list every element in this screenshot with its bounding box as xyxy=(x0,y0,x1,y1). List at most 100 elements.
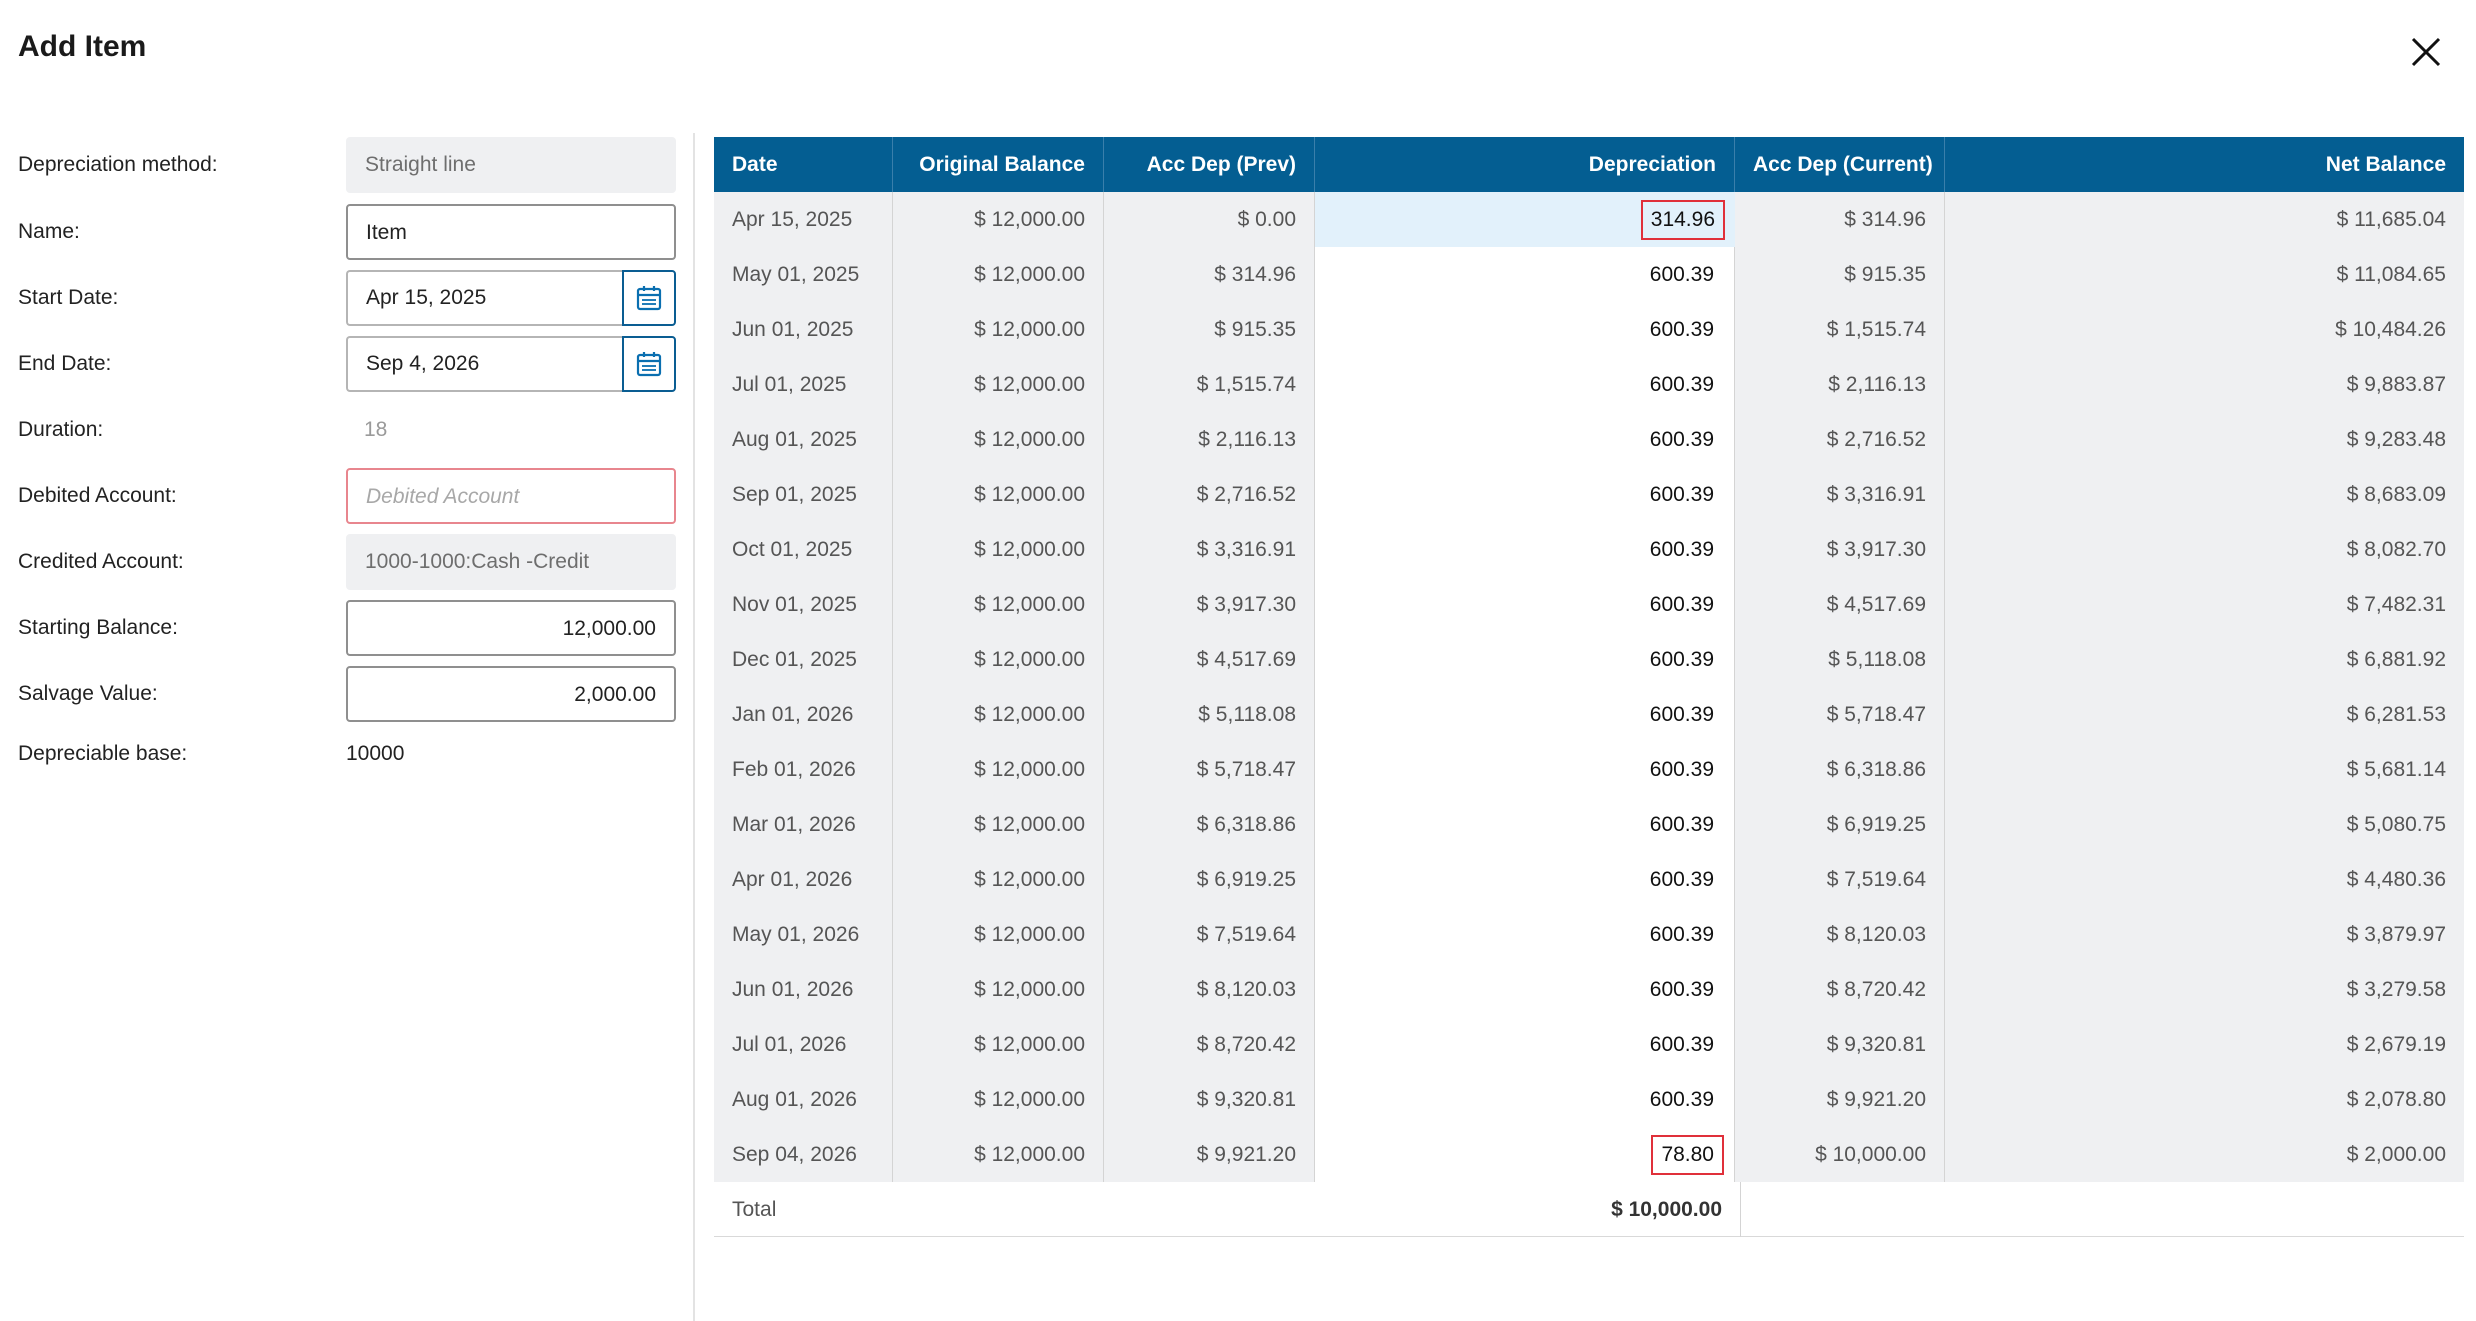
table-row: Nov 01, 2025 $ 12,000.00 $ 3,917.30 600.39 $… xyxy=(714,577,2464,632)
cell-depreciation[interactable]: 600.39 xyxy=(1315,852,1735,907)
cell-depreciation[interactable]: 78.80 xyxy=(1315,1127,1735,1182)
cell-date: Aug 01, 2026 xyxy=(714,1072,893,1127)
total-value: $ 10,000.00 xyxy=(714,1182,1741,1237)
cell-acc-dep-current: $ 8,120.03 xyxy=(1735,907,1945,962)
cell-original-balance: $ 12,000.00 xyxy=(893,192,1104,247)
cell-net-balance: $ 4,480.36 xyxy=(1945,852,2464,907)
cell-net-balance: $ 2,078.80 xyxy=(1945,1072,2464,1127)
cell-depreciation[interactable]: 314.96 xyxy=(1315,192,1735,247)
salvage-value-label: Salvage Value: xyxy=(18,682,158,705)
salvage-value-input[interactable] xyxy=(366,669,656,720)
cell-net-balance: $ 3,879.97 xyxy=(1945,907,2464,962)
starting-balance-field-wrapper xyxy=(346,600,676,656)
duration-value: 18 xyxy=(364,418,388,441)
end-date-input[interactable] xyxy=(366,338,604,390)
cell-acc-dep-current: $ 915.35 xyxy=(1735,247,1945,302)
starting-balance-label: Starting Balance: xyxy=(18,616,178,639)
depreciation-value: 600.39 xyxy=(1649,648,1714,671)
name-label: Name: xyxy=(18,220,80,243)
cell-date: May 01, 2026 xyxy=(714,907,893,962)
depreciable-base-label: Depreciable base: xyxy=(18,742,188,765)
cell-original-balance: $ 12,000.00 xyxy=(893,357,1104,412)
debited-account-input[interactable] xyxy=(366,471,656,522)
end-date-field xyxy=(346,336,676,392)
table-row: Jul 01, 2026 $ 12,000.00 $ 8,720.42 600.39 $… xyxy=(714,1017,2464,1072)
cell-depreciation[interactable]: 600.39 xyxy=(1315,632,1735,687)
cell-depreciation[interactable]: 600.39 xyxy=(1315,247,1735,302)
depreciation-value: 600.39 xyxy=(1649,1088,1714,1111)
table-row: Apr 01, 2026 $ 12,000.00 $ 6,919.25 600.39 $… xyxy=(714,852,2464,907)
cell-net-balance: $ 10,484.26 xyxy=(1945,302,2464,357)
start-date-calendar-button[interactable] xyxy=(622,270,676,326)
depreciation-input[interactable]: 314.96 xyxy=(1640,200,1725,240)
cell-acc-dep-current: $ 2,116.13 xyxy=(1735,357,1945,412)
header-date: Date xyxy=(714,137,893,192)
header-acc-dep-prev: Acc Dep (Prev) xyxy=(1104,137,1315,192)
cell-net-balance: $ 5,080.75 xyxy=(1945,797,2464,852)
cell-acc-dep-prev: $ 3,917.30 xyxy=(1104,577,1315,632)
depreciation-method-field: Straight line xyxy=(346,137,676,193)
start-date-field xyxy=(346,270,676,326)
cell-depreciation[interactable]: 600.39 xyxy=(1315,467,1735,522)
cell-acc-dep-prev: $ 7,519.64 xyxy=(1104,907,1315,962)
cell-depreciation[interactable]: 600.39 xyxy=(1315,1072,1735,1127)
depreciation-value: 600.39 xyxy=(1649,263,1714,286)
table-row: Jul 01, 2025 $ 12,000.00 $ 1,515.74 600.39 $… xyxy=(714,357,2464,412)
header-depreciation: Depreciation xyxy=(1315,137,1735,192)
cell-depreciation[interactable]: 600.39 xyxy=(1315,577,1735,632)
cell-date: Dec 01, 2025 xyxy=(714,632,893,687)
cell-acc-dep-prev: $ 9,320.81 xyxy=(1104,1072,1315,1127)
cell-acc-dep-current: $ 314.96 xyxy=(1735,192,1945,247)
cell-depreciation[interactable]: 600.39 xyxy=(1315,357,1735,412)
name-field-wrapper xyxy=(346,204,676,260)
cell-net-balance: $ 2,000.00 xyxy=(1945,1127,2464,1182)
cell-original-balance: $ 12,000.00 xyxy=(893,467,1104,522)
cell-date: Jun 01, 2026 xyxy=(714,962,893,1017)
depreciation-value: 600.39 xyxy=(1649,758,1714,781)
cell-acc-dep-prev: $ 915.35 xyxy=(1104,302,1315,357)
cell-acc-dep-prev: $ 1,515.74 xyxy=(1104,357,1315,412)
table-row: Feb 01, 2026 $ 12,000.00 $ 5,718.47 600.39 $… xyxy=(714,742,2464,797)
close-button[interactable] xyxy=(2406,32,2446,72)
table-header: Date Original Balance Acc Dep (Prev) Dep… xyxy=(714,137,2464,192)
cell-date: Jul 01, 2026 xyxy=(714,1017,893,1072)
depreciation-value: 600.39 xyxy=(1649,813,1714,836)
cell-date: Nov 01, 2025 xyxy=(714,577,893,632)
salvage-value-row: Salvage Value: xyxy=(0,666,694,722)
name-input[interactable] xyxy=(366,207,656,258)
cell-acc-dep-prev: $ 3,316.91 xyxy=(1104,522,1315,577)
depreciation-input[interactable]: 78.80 xyxy=(1651,1135,1724,1175)
table-row: Sep 04, 2026 $ 12,000.00 $ 9,921.20 78.80 $ … xyxy=(714,1127,2464,1182)
cell-original-balance: $ 12,000.00 xyxy=(893,412,1104,467)
cell-acc-dep-current: $ 7,519.64 xyxy=(1735,852,1945,907)
cell-depreciation[interactable]: 600.39 xyxy=(1315,687,1735,742)
cell-acc-dep-current: $ 2,716.52 xyxy=(1735,412,1945,467)
panel-divider xyxy=(693,133,695,1321)
cell-depreciation[interactable]: 600.39 xyxy=(1315,302,1735,357)
calendar-icon xyxy=(636,352,662,377)
cell-acc-dep-current: $ 9,921.20 xyxy=(1735,1072,1945,1127)
cell-date: Jun 01, 2025 xyxy=(714,302,893,357)
cell-depreciation[interactable]: 600.39 xyxy=(1315,962,1735,1017)
cell-depreciation[interactable]: 600.39 xyxy=(1315,907,1735,962)
cell-depreciation[interactable]: 600.39 xyxy=(1315,797,1735,852)
end-date-calendar-button[interactable] xyxy=(622,336,676,392)
table-row: Jan 01, 2026 $ 12,000.00 $ 5,118.08 600.39 $… xyxy=(714,687,2464,742)
table-row: Jun 01, 2026 $ 12,000.00 $ 8,120.03 600.39 $… xyxy=(714,962,2464,1017)
start-date-input[interactable] xyxy=(366,272,604,324)
cell-acc-dep-current: $ 5,118.08 xyxy=(1735,632,1945,687)
cell-date: Jul 01, 2025 xyxy=(714,357,893,412)
cell-depreciation[interactable]: 600.39 xyxy=(1315,742,1735,797)
cell-acc-dep-prev: $ 4,517.69 xyxy=(1104,632,1315,687)
cell-depreciation[interactable]: 600.39 xyxy=(1315,522,1735,577)
cell-original-balance: $ 12,000.00 xyxy=(893,1017,1104,1072)
depreciation-value: 600.39 xyxy=(1649,593,1714,616)
starting-balance-input[interactable] xyxy=(366,603,656,654)
start-date-label: Start Date: xyxy=(18,286,119,309)
table-row: Oct 01, 2025 $ 12,000.00 $ 3,316.91 600.39 $… xyxy=(714,522,2464,577)
cell-depreciation[interactable]: 600.39 xyxy=(1315,1017,1735,1072)
dialog-title: Add Item xyxy=(18,30,147,63)
table-row: Aug 01, 2026 $ 12,000.00 $ 9,320.81 600.39 $… xyxy=(714,1072,2464,1127)
cell-acc-dep-prev: $ 9,921.20 xyxy=(1104,1127,1315,1182)
cell-depreciation[interactable]: 600.39 xyxy=(1315,412,1735,467)
